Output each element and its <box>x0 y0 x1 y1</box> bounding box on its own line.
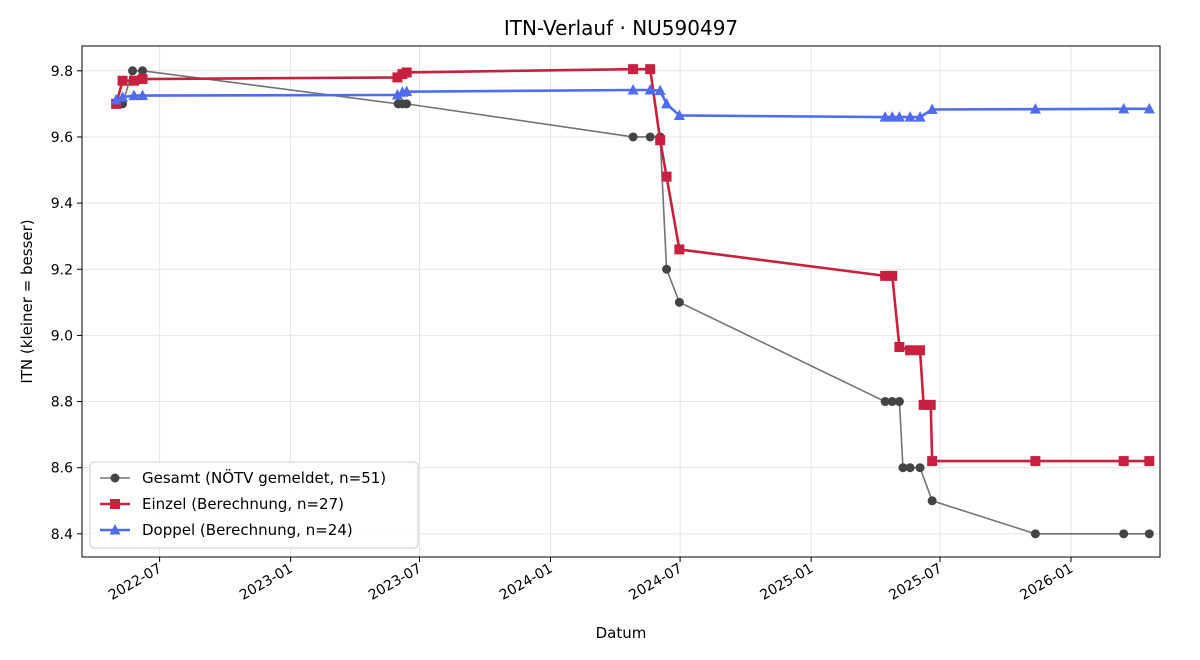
data-point <box>1144 529 1154 539</box>
data-point <box>925 399 936 410</box>
data-point <box>137 74 148 85</box>
data-point <box>673 109 685 120</box>
x-tick-label: 2023-07 <box>366 561 425 604</box>
data-point <box>117 91 129 102</box>
data-point <box>905 463 915 473</box>
y-tick-label: 8.8 <box>51 395 73 411</box>
legend-label: Gesamt (NÖTV gemeldet, n=51) <box>142 468 386 487</box>
data-point <box>117 75 128 86</box>
data-point <box>1144 456 1155 467</box>
data-point <box>898 463 908 473</box>
data-point <box>644 83 656 95</box>
data-point <box>880 270 891 281</box>
y-tick-label: 9.2 <box>51 262 73 278</box>
y-tick-label: 8.4 <box>51 527 73 543</box>
x-tick-label: 2022-07 <box>106 561 165 604</box>
data-point <box>893 111 905 122</box>
data-point <box>1030 529 1040 539</box>
data-point <box>1118 456 1129 467</box>
data-point <box>138 66 148 76</box>
data-point <box>628 64 639 75</box>
legend-label: Doppel (Berechnung, n=24) <box>142 521 353 539</box>
data-point <box>894 341 905 352</box>
data-point <box>661 97 673 109</box>
data-point <box>128 89 140 101</box>
data-point <box>927 456 938 467</box>
data-point <box>661 171 672 182</box>
data-point <box>128 75 139 86</box>
y-tick-label: 9.0 <box>51 328 73 344</box>
data-point <box>401 67 412 78</box>
data-point <box>915 463 925 473</box>
x-tick-label: 2024-01 <box>497 561 556 604</box>
data-point <box>662 264 672 274</box>
x-tick-label: 2025-07 <box>886 561 945 604</box>
data-point <box>128 66 138 76</box>
plot-area <box>110 64 1155 539</box>
data-point <box>1143 102 1155 114</box>
legend-box <box>89 461 419 549</box>
series-line <box>114 67 1150 463</box>
series-3 <box>110 83 1155 122</box>
y-tick-label: 9.4 <box>51 196 73 212</box>
data-point <box>645 64 656 75</box>
legend-swatch-marker <box>110 499 120 509</box>
data-point <box>654 84 666 96</box>
data-point <box>1029 103 1041 114</box>
legend-swatch-marker <box>110 473 120 483</box>
data-point <box>887 270 898 281</box>
y-tick-label: 8.6 <box>51 461 73 477</box>
x-tick-label: 2026-01 <box>1017 561 1076 604</box>
x-tick-label: 2024-07 <box>626 561 685 604</box>
x-axis-label: Datum <box>596 624 647 642</box>
data-point <box>886 111 898 122</box>
legend: Gesamt (NÖTV gemeldet, n=51) Einzel (Bere… <box>89 461 419 549</box>
data-point <box>137 89 149 101</box>
data-point <box>918 399 929 410</box>
data-point <box>894 397 904 407</box>
plot-frame <box>81 45 1161 558</box>
data-point <box>655 135 666 146</box>
data-point <box>915 345 926 356</box>
data-point <box>645 132 655 142</box>
data-point <box>1030 456 1041 467</box>
chart-title: ITN-Verlauf · NU590497 <box>504 16 738 40</box>
data-point <box>401 85 413 97</box>
data-point <box>904 111 916 122</box>
x-tick-label: 2023-01 <box>237 561 296 604</box>
data-point <box>1118 102 1130 114</box>
data-point <box>674 297 684 307</box>
series-2 <box>111 64 1155 467</box>
data-point <box>927 496 937 506</box>
legend-label: Einzel (Berechnung, n=27) <box>142 495 344 513</box>
series-1 <box>111 66 1154 539</box>
data-point <box>880 397 890 407</box>
data-point <box>402 99 412 109</box>
y-tick-label: 9.8 <box>51 64 73 80</box>
y-tick-label: 9.6 <box>51 130 73 146</box>
data-point <box>879 111 891 122</box>
data-point <box>887 397 897 407</box>
data-point <box>110 93 122 105</box>
data-point <box>391 88 403 100</box>
data-point <box>1119 529 1129 539</box>
data-point <box>914 111 926 122</box>
data-point <box>627 83 639 95</box>
data-point <box>628 132 638 142</box>
data-point <box>674 244 685 255</box>
data-point <box>905 345 916 356</box>
data-point <box>926 103 938 115</box>
legend-swatch-marker <box>109 524 121 535</box>
x-tick-label: 2025-01 <box>757 561 816 604</box>
y-axis-label: ITN (kleiner = besser) <box>18 219 36 383</box>
